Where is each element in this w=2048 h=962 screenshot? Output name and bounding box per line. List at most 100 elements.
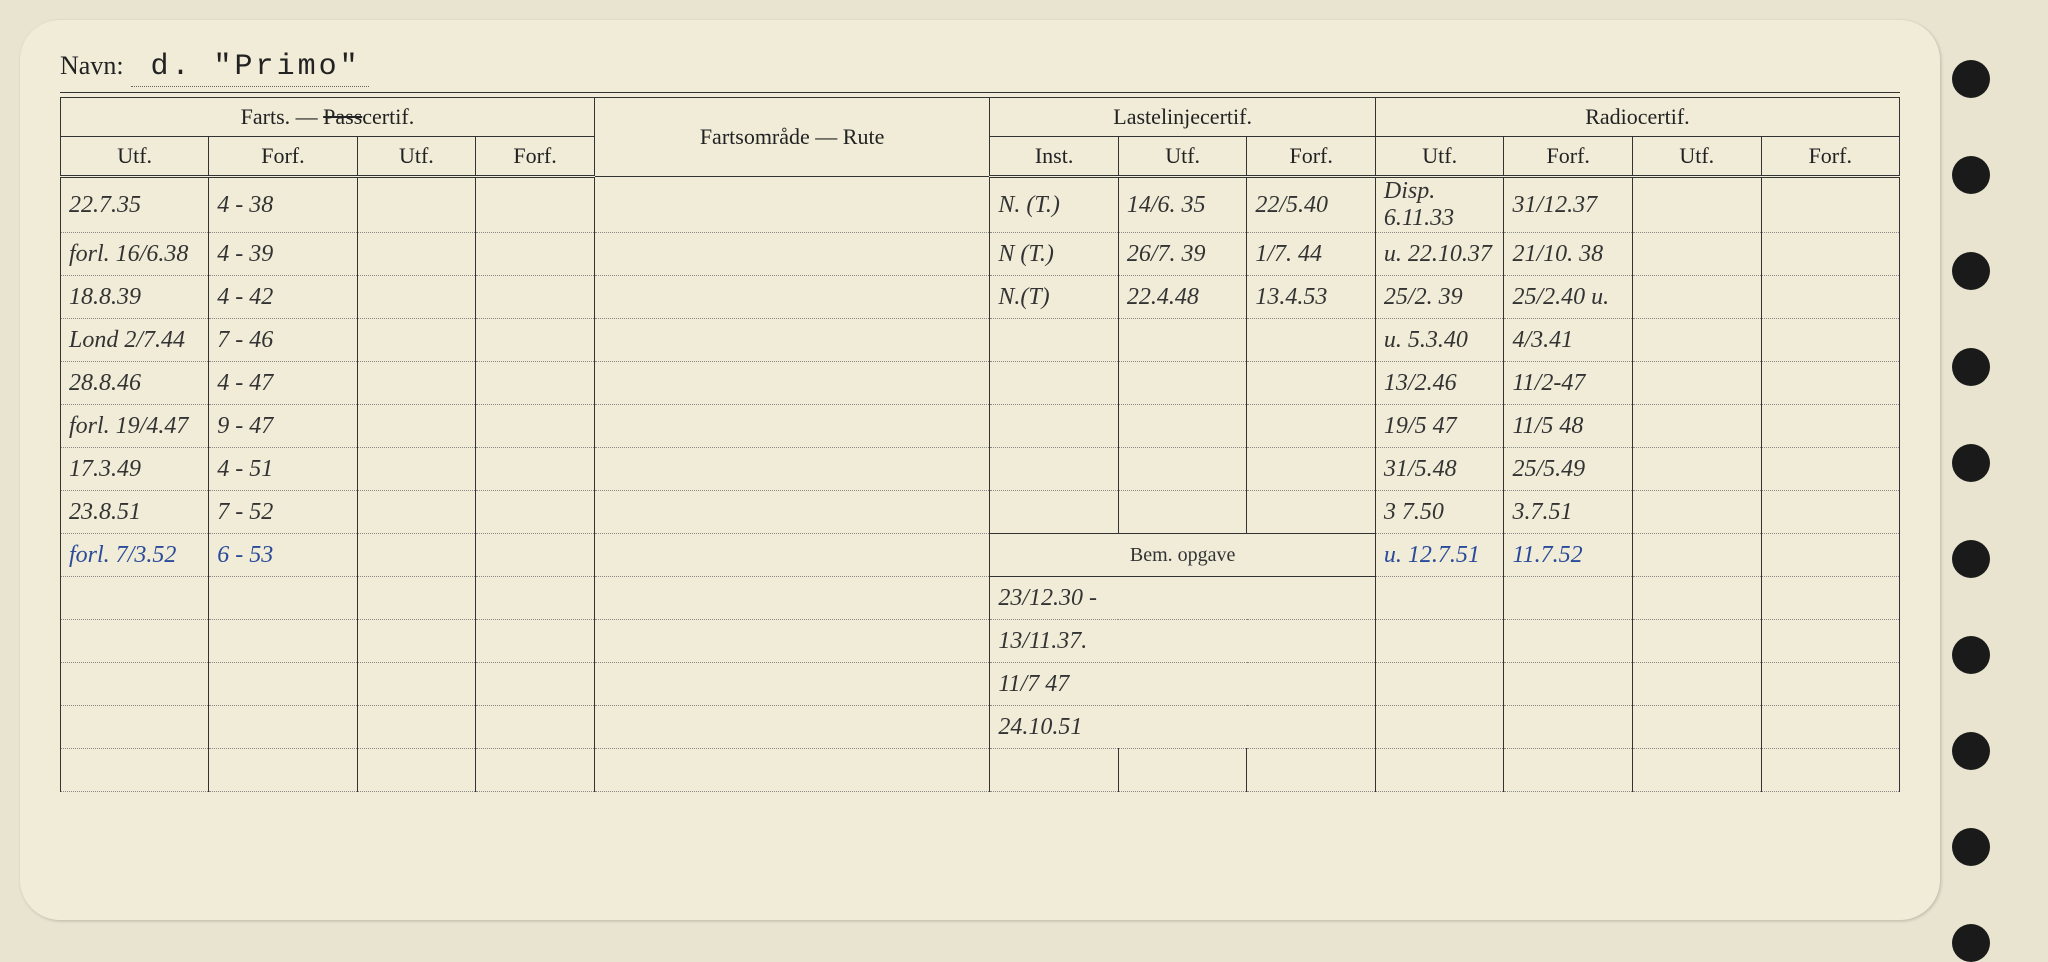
cell-c9: 25/2. 39 bbox=[1375, 276, 1504, 319]
table-row: Lond 2/7.447 - 46u. 5.3.404/3.41 bbox=[61, 319, 1900, 362]
cell-c12 bbox=[1761, 362, 1899, 405]
cell-c4 bbox=[476, 362, 595, 405]
table-row: forl. 7/3.526 - 53Bem. opgaveu. 12.7.511… bbox=[61, 534, 1900, 577]
cell-c11 bbox=[1632, 620, 1761, 663]
cell-c7 bbox=[1118, 319, 1247, 362]
cell-c2: 4 - 38 bbox=[209, 177, 357, 233]
cell-c3 bbox=[357, 491, 476, 534]
cell-c2: 6 - 53 bbox=[209, 534, 357, 577]
cell-c9: u. 5.3.40 bbox=[1375, 319, 1504, 362]
cell-c9: 19/5 47 bbox=[1375, 405, 1504, 448]
cell-c2 bbox=[209, 663, 357, 706]
cell-c2: 4 - 51 bbox=[209, 448, 357, 491]
cell-c6: N (T.) bbox=[990, 233, 1119, 276]
cell-c8: 1/7. 44 bbox=[1247, 233, 1376, 276]
table-row: 24.10.51 bbox=[61, 706, 1900, 749]
col-forf-1: Forf. bbox=[209, 137, 357, 177]
cell-c1 bbox=[61, 706, 209, 749]
cell-c6: 24.10.51 bbox=[990, 706, 1376, 749]
cell-c11 bbox=[1632, 749, 1761, 792]
cell-c10 bbox=[1504, 620, 1633, 663]
cell-c3 bbox=[357, 233, 476, 276]
cell-c9: u. 22.10.37 bbox=[1375, 233, 1504, 276]
group-fartsomrade: Fartsområde — Rute bbox=[594, 98, 989, 177]
cell-c9 bbox=[1375, 577, 1504, 620]
table-row: 22.7.354 - 38N. (T.)14/6. 3522/5.40Disp.… bbox=[61, 177, 1900, 233]
cell-c2 bbox=[209, 577, 357, 620]
table-row: 11/7 47 bbox=[61, 663, 1900, 706]
cell-c7: 14/6. 35 bbox=[1118, 177, 1247, 233]
cell-c12 bbox=[1761, 405, 1899, 448]
cell-c4 bbox=[476, 577, 595, 620]
name-label: Navn: bbox=[60, 51, 124, 80]
cell-c4 bbox=[476, 319, 595, 362]
cell-c12 bbox=[1761, 233, 1899, 276]
cell-c5 bbox=[594, 663, 989, 706]
cell-c11 bbox=[1632, 534, 1761, 577]
cell-c1 bbox=[61, 663, 209, 706]
table-row: 13/11.37. bbox=[61, 620, 1900, 663]
cell-c4 bbox=[476, 276, 595, 319]
cell-c7 bbox=[1118, 405, 1247, 448]
cell-c1 bbox=[61, 577, 209, 620]
table-row: forl. 16/6.384 - 39 N (T.)26/7. 391/7. 44… bbox=[61, 233, 1900, 276]
col-forf-3: Forf. bbox=[1247, 137, 1376, 177]
cell-c8 bbox=[1247, 319, 1376, 362]
index-card: Navn: d. "Primo" Farts. — Passcertif. Fa… bbox=[20, 20, 1940, 920]
cell-c2: 9 - 47 bbox=[209, 405, 357, 448]
cell-c3 bbox=[357, 177, 476, 233]
cell-c8 bbox=[1247, 448, 1376, 491]
cell-c3 bbox=[357, 276, 476, 319]
cell-c10: 31/12.37 bbox=[1504, 177, 1633, 233]
cell-c6: N. (T.) bbox=[990, 177, 1119, 233]
col-utf-1: Utf. bbox=[61, 137, 209, 177]
cell-c12 bbox=[1761, 491, 1899, 534]
cell-c8: 13.4.53 bbox=[1247, 276, 1376, 319]
cell-c3 bbox=[357, 706, 476, 749]
cell-c5 bbox=[594, 405, 989, 448]
cell-c12 bbox=[1761, 448, 1899, 491]
col-inst: Inst. bbox=[990, 137, 1119, 177]
cell-c1 bbox=[61, 620, 209, 663]
cell-c1: 18.8.39 bbox=[61, 276, 209, 319]
cell-c4 bbox=[476, 405, 595, 448]
table-row: 23.8.517 - 523 7.503.7.51 bbox=[61, 491, 1900, 534]
cell-c6: N.(T) bbox=[990, 276, 1119, 319]
cell-c12 bbox=[1761, 534, 1899, 577]
cell-c10 bbox=[1504, 577, 1633, 620]
cell-c5 bbox=[594, 319, 989, 362]
cell-c11 bbox=[1632, 276, 1761, 319]
col-utf-3: Utf. bbox=[1118, 137, 1247, 177]
cell-c12 bbox=[1761, 706, 1899, 749]
cell-c9 bbox=[1375, 749, 1504, 792]
cell-c9 bbox=[1375, 706, 1504, 749]
cell-c7: 26/7. 39 bbox=[1118, 233, 1247, 276]
cell-c10: 11/5 48 bbox=[1504, 405, 1633, 448]
cell-c6 bbox=[990, 448, 1119, 491]
cell-c3 bbox=[357, 749, 476, 792]
cell-c2: 7 - 46 bbox=[209, 319, 357, 362]
cell-c2: 4 - 39 bbox=[209, 233, 357, 276]
cell-c1: 22.7.35 bbox=[61, 177, 209, 233]
cell-c11 bbox=[1632, 177, 1761, 233]
cell-c4 bbox=[476, 233, 595, 276]
cell-c11 bbox=[1632, 319, 1761, 362]
col-utf-4: Utf. bbox=[1375, 137, 1504, 177]
cell-c10 bbox=[1504, 706, 1633, 749]
cell-c2 bbox=[209, 706, 357, 749]
cell-c1: 17.3.49 bbox=[61, 448, 209, 491]
cell-c9: 3 7.50 bbox=[1375, 491, 1504, 534]
table-row: 17.3.494 - 5131/5.4825/5.49 bbox=[61, 448, 1900, 491]
cell-c12 bbox=[1761, 319, 1899, 362]
cell-c1: forl. 16/6.38 bbox=[61, 233, 209, 276]
cell-c1: 28.8.46 bbox=[61, 362, 209, 405]
cell-c9: 13/2.46 bbox=[1375, 362, 1504, 405]
cell-c10: 11/2-47 bbox=[1504, 362, 1633, 405]
cell-c5 bbox=[594, 448, 989, 491]
cell-c3 bbox=[357, 405, 476, 448]
cell-c7 bbox=[1118, 749, 1247, 792]
cell-c5 bbox=[594, 233, 989, 276]
bem-opgave-header: Bem. opgave bbox=[990, 534, 1376, 577]
cell-c4 bbox=[476, 491, 595, 534]
cell-c2 bbox=[209, 620, 357, 663]
